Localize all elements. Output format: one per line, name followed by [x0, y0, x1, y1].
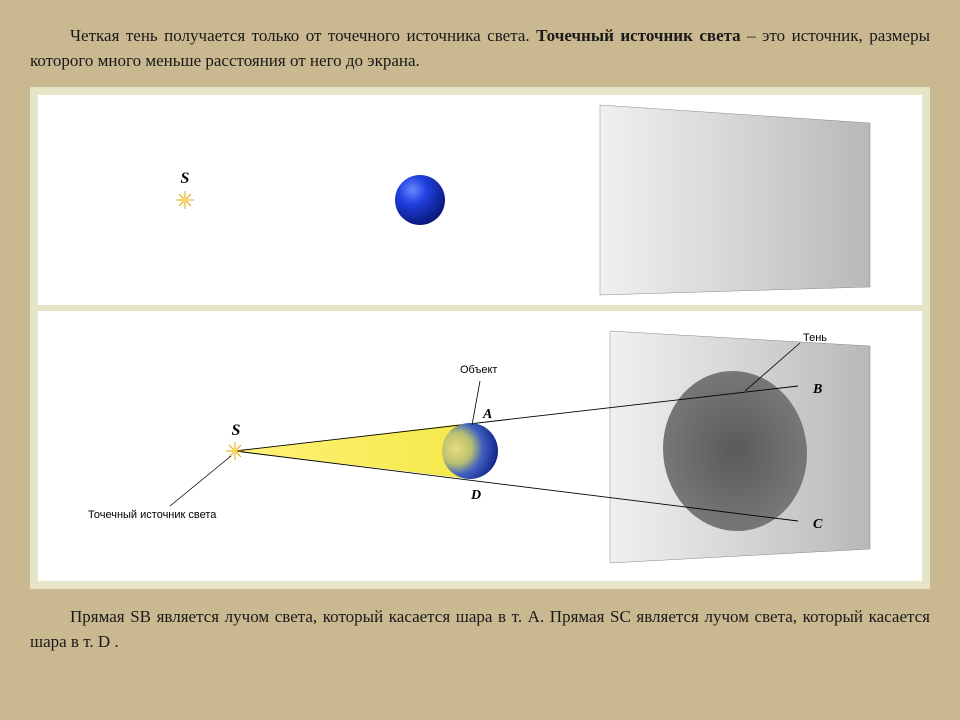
figure-2-svg: S Точечный источник света Объект Тень A … [38, 311, 922, 581]
figures-container: S [30, 87, 930, 589]
label-C: C [813, 517, 823, 532]
leader-source [170, 456, 231, 506]
light-source-1 [176, 191, 194, 209]
intro-bold-term: Точечный источник света [536, 26, 741, 45]
figure-1: S [38, 95, 922, 305]
caption-shadow: Тень [803, 332, 827, 344]
light-beam [235, 423, 470, 479]
page-root: Четкая тень получается только от точечно… [0, 0, 960, 720]
label-A: A [482, 407, 492, 422]
caption-object: Объект [460, 364, 497, 376]
label-s-1: S [181, 170, 190, 187]
sphere-1 [395, 175, 445, 225]
light-source-2 [226, 442, 244, 460]
outro-paragraph: Прямая SB является лучом света, который … [30, 605, 930, 654]
figure-2: S Точечный источник света Объект Тень A … [38, 311, 922, 581]
label-s-2: S [232, 422, 241, 439]
figure-1-svg: S [38, 95, 922, 305]
leader-object [472, 381, 480, 425]
intro-text-pre: Четкая тень получается только от точечно… [70, 26, 536, 45]
intro-paragraph: Четкая тень получается только от точечно… [30, 24, 930, 73]
sphere-2 [442, 423, 498, 479]
label-D: D [470, 488, 481, 503]
screen-1 [600, 105, 870, 295]
caption-source: Точечный источник света [88, 509, 217, 521]
label-B: B [812, 382, 822, 397]
